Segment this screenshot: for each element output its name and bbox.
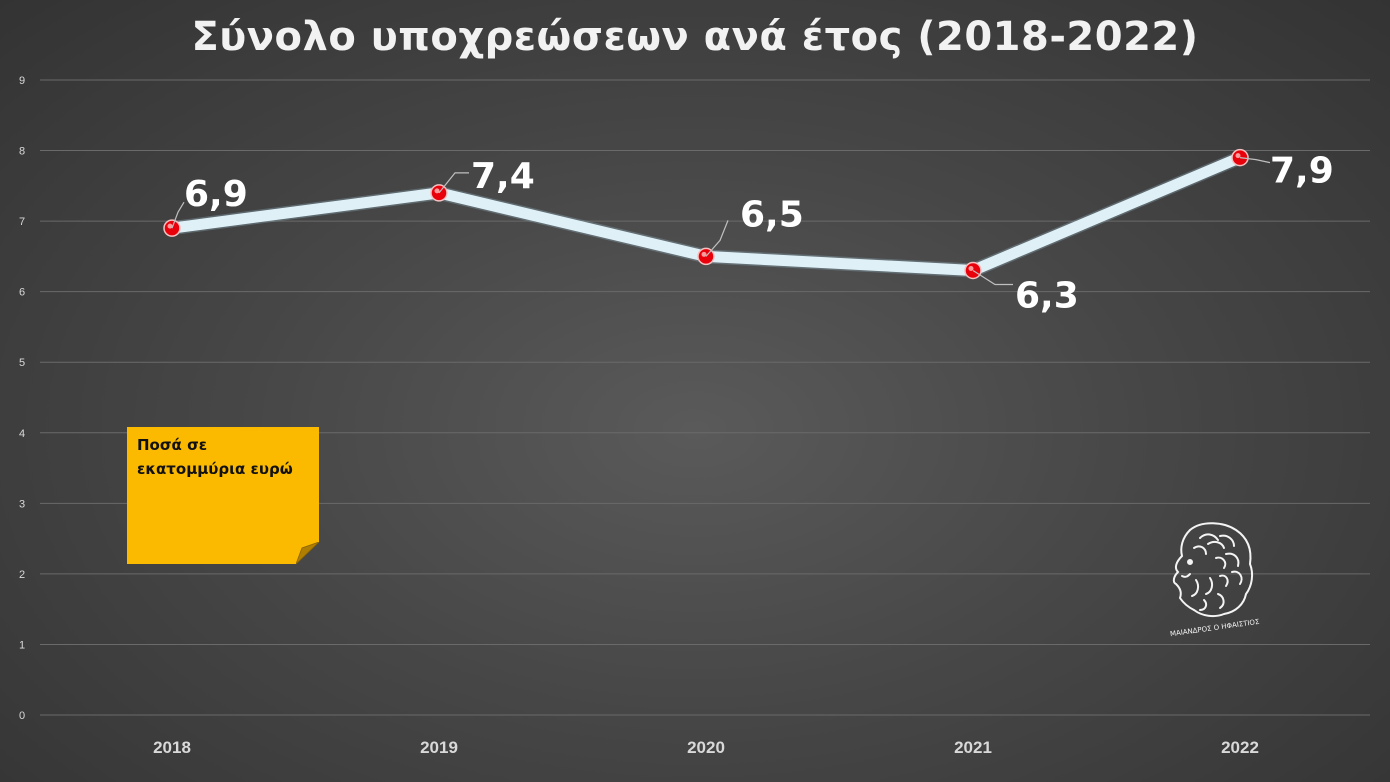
data-label-leader bbox=[171, 201, 185, 229]
y-axis-ticks: 0 1 2 3 4 5 6 7 8 9 bbox=[19, 75, 25, 722]
y-tick-label: 5 bbox=[19, 357, 25, 369]
y-tick-label: 2 bbox=[19, 569, 25, 581]
marker-highlight bbox=[167, 223, 173, 229]
chart-title: Σύνολο υποχρεώσεων ανά έτος (2018-2022) bbox=[191, 14, 1199, 60]
y-tick-label: 9 bbox=[19, 75, 25, 87]
marker-highlight bbox=[434, 188, 440, 194]
data-label-leader bbox=[1239, 157, 1271, 164]
units-note-text: Ποσά σε εκατομμύρια ευρώ bbox=[137, 436, 293, 478]
y-tick-label: 3 bbox=[19, 498, 25, 510]
y-tick-label: 4 bbox=[19, 428, 25, 440]
marker-highlight bbox=[968, 266, 974, 271]
data-label: 7,9 bbox=[1270, 151, 1334, 192]
x-tick-label: 2021 bbox=[954, 738, 992, 757]
x-axis-ticks: 2018 2019 2020 2021 2022 bbox=[153, 738, 1259, 757]
y-tick-label: 8 bbox=[19, 146, 25, 158]
data-label: 7,4 bbox=[471, 156, 535, 197]
data-label-leader bbox=[438, 172, 469, 194]
y-tick-label: 7 bbox=[19, 216, 25, 228]
data-label: 6,5 bbox=[740, 194, 804, 235]
y-tick-label: 1 bbox=[19, 639, 25, 651]
units-note: Ποσά σε εκατομμύρια ευρώ bbox=[127, 427, 319, 564]
x-tick-label: 2022 bbox=[1221, 738, 1259, 757]
data-label-layer: 6,9 7,4 6,5 6,3 7,9 bbox=[171, 151, 1334, 317]
data-label-leader bbox=[705, 220, 729, 257]
head-logo: ΜΑΙΑΝΔΡΟΣ Ο ΗΦΑΙΣΤΙΟΣ bbox=[1170, 522, 1260, 638]
x-tick-label: 2018 bbox=[153, 738, 191, 757]
note-fold-corner bbox=[296, 542, 319, 564]
x-tick-label: 2019 bbox=[420, 738, 458, 757]
y-tick-label: 6 bbox=[19, 287, 25, 299]
data-label: 6,3 bbox=[1015, 276, 1079, 317]
y-tick-label: 0 bbox=[19, 710, 25, 722]
x-tick-label: 2020 bbox=[687, 738, 725, 757]
logo-caption: ΜΑΙΑΝΔΡΟΣ Ο ΗΦΑΙΣΤΙΟΣ bbox=[1170, 618, 1260, 638]
data-label: 6,9 bbox=[184, 174, 248, 215]
data-label-leader bbox=[972, 269, 1013, 286]
marker-highlight bbox=[701, 251, 707, 257]
marker-highlight bbox=[1235, 153, 1241, 159]
